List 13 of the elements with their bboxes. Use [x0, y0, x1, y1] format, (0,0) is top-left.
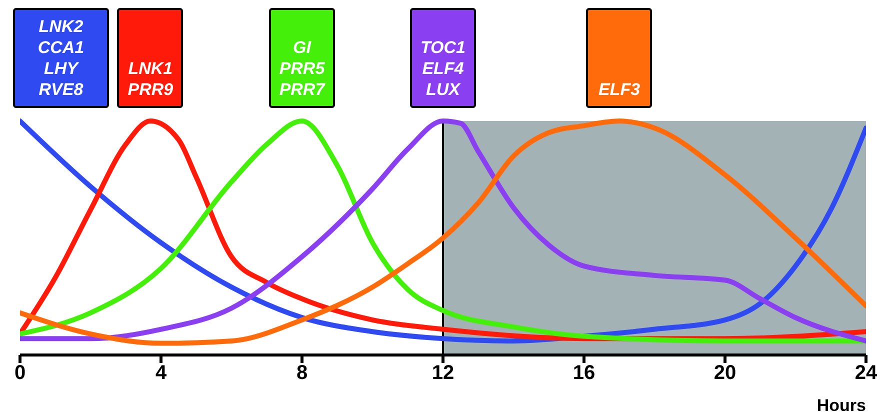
x-tick-label: 12 — [432, 362, 454, 384]
series-label: GI PRR5 PRR7 — [278, 37, 326, 100]
series-label: LNK2 CCA1 LHY RVE8 — [36, 16, 86, 100]
series-label: ELF3 — [597, 79, 642, 100]
x-tick-label: 24 — [854, 362, 878, 384]
series-label: TOC1 ELF4 LUX — [419, 37, 467, 100]
x-tick-label: 4 — [155, 362, 168, 384]
x-tick-label: 0 — [14, 362, 26, 384]
x-tick-label: 20 — [714, 362, 736, 384]
x-tick-label: 16 — [572, 362, 596, 384]
x-tick-label: 8 — [296, 362, 308, 384]
x-axis-title: Hours — [816, 396, 866, 415]
series-label: LNK1 PRR9 — [126, 58, 174, 100]
